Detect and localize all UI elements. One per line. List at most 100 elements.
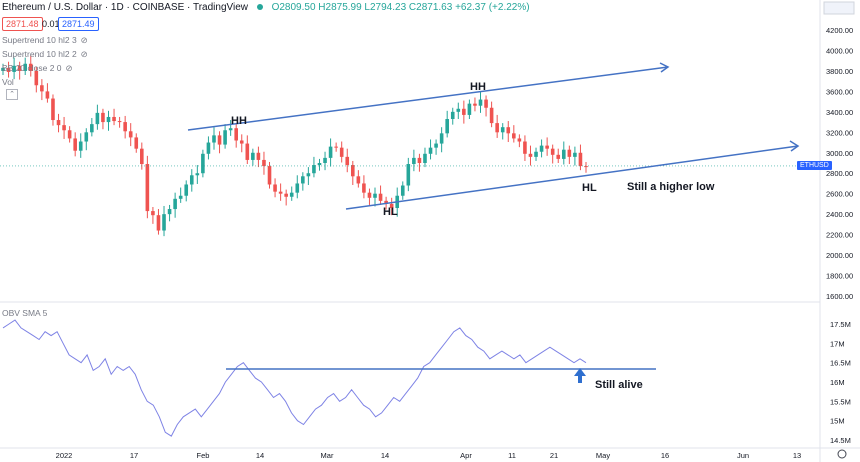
candle-body	[234, 128, 238, 141]
axis-scroll-handle[interactable]	[823, 1, 855, 15]
candle-body	[189, 175, 194, 185]
buy-price-box[interactable]: 2871.49	[58, 17, 99, 31]
obv-tick-label: 16.5M	[830, 359, 851, 368]
obv-tick-label: 17.5M	[830, 320, 851, 329]
candle-body	[267, 166, 272, 185]
time-axis: 2022 17 Feb 14 Mar 14 Apr 11 21 May 16 Jun 13	[56, 451, 802, 460]
indicator-supertrend-1[interactable]: Supertrend 10 hl2 3 ⊘	[2, 35, 88, 46]
candle-body	[28, 63, 33, 71]
gear-icon[interactable]	[837, 449, 847, 459]
candle-body	[406, 164, 411, 186]
obv-group	[2, 319, 587, 437]
candle-body	[140, 148, 144, 165]
time-tick-label: May	[596, 451, 610, 460]
chart-header: Ethereum / U.S. Dollar · 1D · COINBASE ·…	[2, 2, 530, 13]
candle-body	[312, 165, 316, 174]
hh-label-2: HH	[470, 81, 486, 93]
higher-low-label: Still a higher low	[627, 181, 715, 193]
upper-trendline[interactable]	[187, 66, 669, 131]
candle-body	[256, 152, 261, 160]
obv-axis: 17.5M 17M 16.5M 16M 15.5M 15M 14.5M	[830, 320, 851, 445]
candle-body	[400, 185, 405, 196]
candle-body	[506, 127, 511, 134]
candle-body	[278, 191, 283, 194]
candle-body	[17, 65, 22, 71]
symbol-title[interactable]: Ethereum / U.S. Dollar · 1D · COINBASE ·…	[2, 2, 249, 13]
hl-label-1: HL	[383, 206, 398, 218]
obv-indicator-label[interactable]: OBV SMA 5	[2, 308, 48, 318]
candle-body	[384, 200, 388, 204]
candle-body	[373, 193, 377, 198]
indicator-vol[interactable]: Vol	[2, 77, 14, 87]
eye-off-icon[interactable]: ⊘	[65, 63, 73, 73]
candle-body	[534, 151, 538, 157]
candle-body	[478, 99, 483, 106]
time-tick-label: 13	[793, 451, 801, 460]
lower-trendline-arrow	[789, 140, 800, 152]
candle-body	[40, 85, 44, 92]
price-tick-label: 3000.00	[826, 149, 853, 158]
still-alive-label: Still alive	[595, 379, 643, 391]
candle-body	[245, 143, 250, 160]
candle-body	[556, 154, 561, 159]
candle-body	[567, 149, 572, 157]
obv-tick-label: 15.5M	[830, 397, 851, 406]
hh-label-1: HH	[231, 115, 247, 127]
candle-body	[162, 214, 166, 231]
price-tag: ETHUSD	[797, 161, 832, 170]
market-status-dot	[256, 4, 263, 11]
upper-trendline-arrow	[659, 62, 670, 73]
candle-body	[367, 192, 372, 198]
eye-off-icon[interactable]: ⊘	[80, 35, 88, 45]
time-tick-label: 17	[130, 451, 138, 460]
candle-body	[273, 184, 277, 192]
candle-body	[362, 183, 366, 193]
candle-body	[67, 130, 72, 139]
price-tick-label: 1800.00	[826, 272, 853, 281]
candles-group	[0, 55, 820, 237]
candle-body	[356, 176, 361, 184]
candle-body	[156, 215, 161, 231]
candle-body	[417, 157, 422, 163]
obv-line	[2, 319, 587, 437]
candle-body	[90, 124, 94, 133]
candle-body	[56, 120, 61, 126]
indicator-bb[interactable]: BB 20 close 2 0 ⊘	[2, 63, 73, 74]
candle-body	[62, 125, 66, 131]
candle-body	[289, 192, 294, 197]
time-tick-label: 2022	[56, 451, 73, 460]
price-tick-label: 4200.00	[826, 26, 853, 35]
indicator-label: Supertrend 10 hl2 3	[2, 35, 77, 45]
candle-body	[134, 137, 139, 149]
time-tick-label: 14	[381, 451, 389, 460]
candle-body	[239, 140, 244, 144]
candle-body	[195, 173, 200, 176]
candle-body	[34, 70, 39, 86]
time-tick-label: Apr	[460, 451, 472, 460]
candle-body	[323, 157, 327, 163]
price-tick-label: 3800.00	[826, 67, 853, 76]
candle-body	[495, 123, 499, 133]
obv-tick-label: 15M	[830, 417, 845, 426]
time-tick-label: 16	[661, 451, 669, 460]
candle-body	[262, 159, 266, 167]
lower-trendline[interactable]	[345, 145, 799, 210]
sell-price-box[interactable]: 2871.48	[2, 17, 43, 31]
candle-body	[6, 67, 11, 72]
price-tick-label: 2600.00	[826, 190, 853, 199]
candle-body	[95, 112, 100, 125]
indicator-supertrend-2[interactable]: Supertrend 10 hl2 2 ⊘	[2, 49, 88, 60]
candle-body	[73, 138, 77, 151]
candle-body	[112, 116, 116, 122]
eye-off-icon[interactable]: ⊘	[80, 49, 88, 59]
time-tick-label: 14	[256, 451, 264, 460]
obv-tick-label: 16M	[830, 378, 845, 387]
collapse-indicators-button[interactable]: ⌃	[6, 89, 18, 100]
candle-body	[123, 122, 127, 132]
candle-body	[334, 146, 338, 148]
candle-body	[217, 135, 222, 145]
candle-body	[462, 108, 466, 115]
candle-body	[12, 65, 16, 72]
candle-body	[106, 116, 111, 123]
